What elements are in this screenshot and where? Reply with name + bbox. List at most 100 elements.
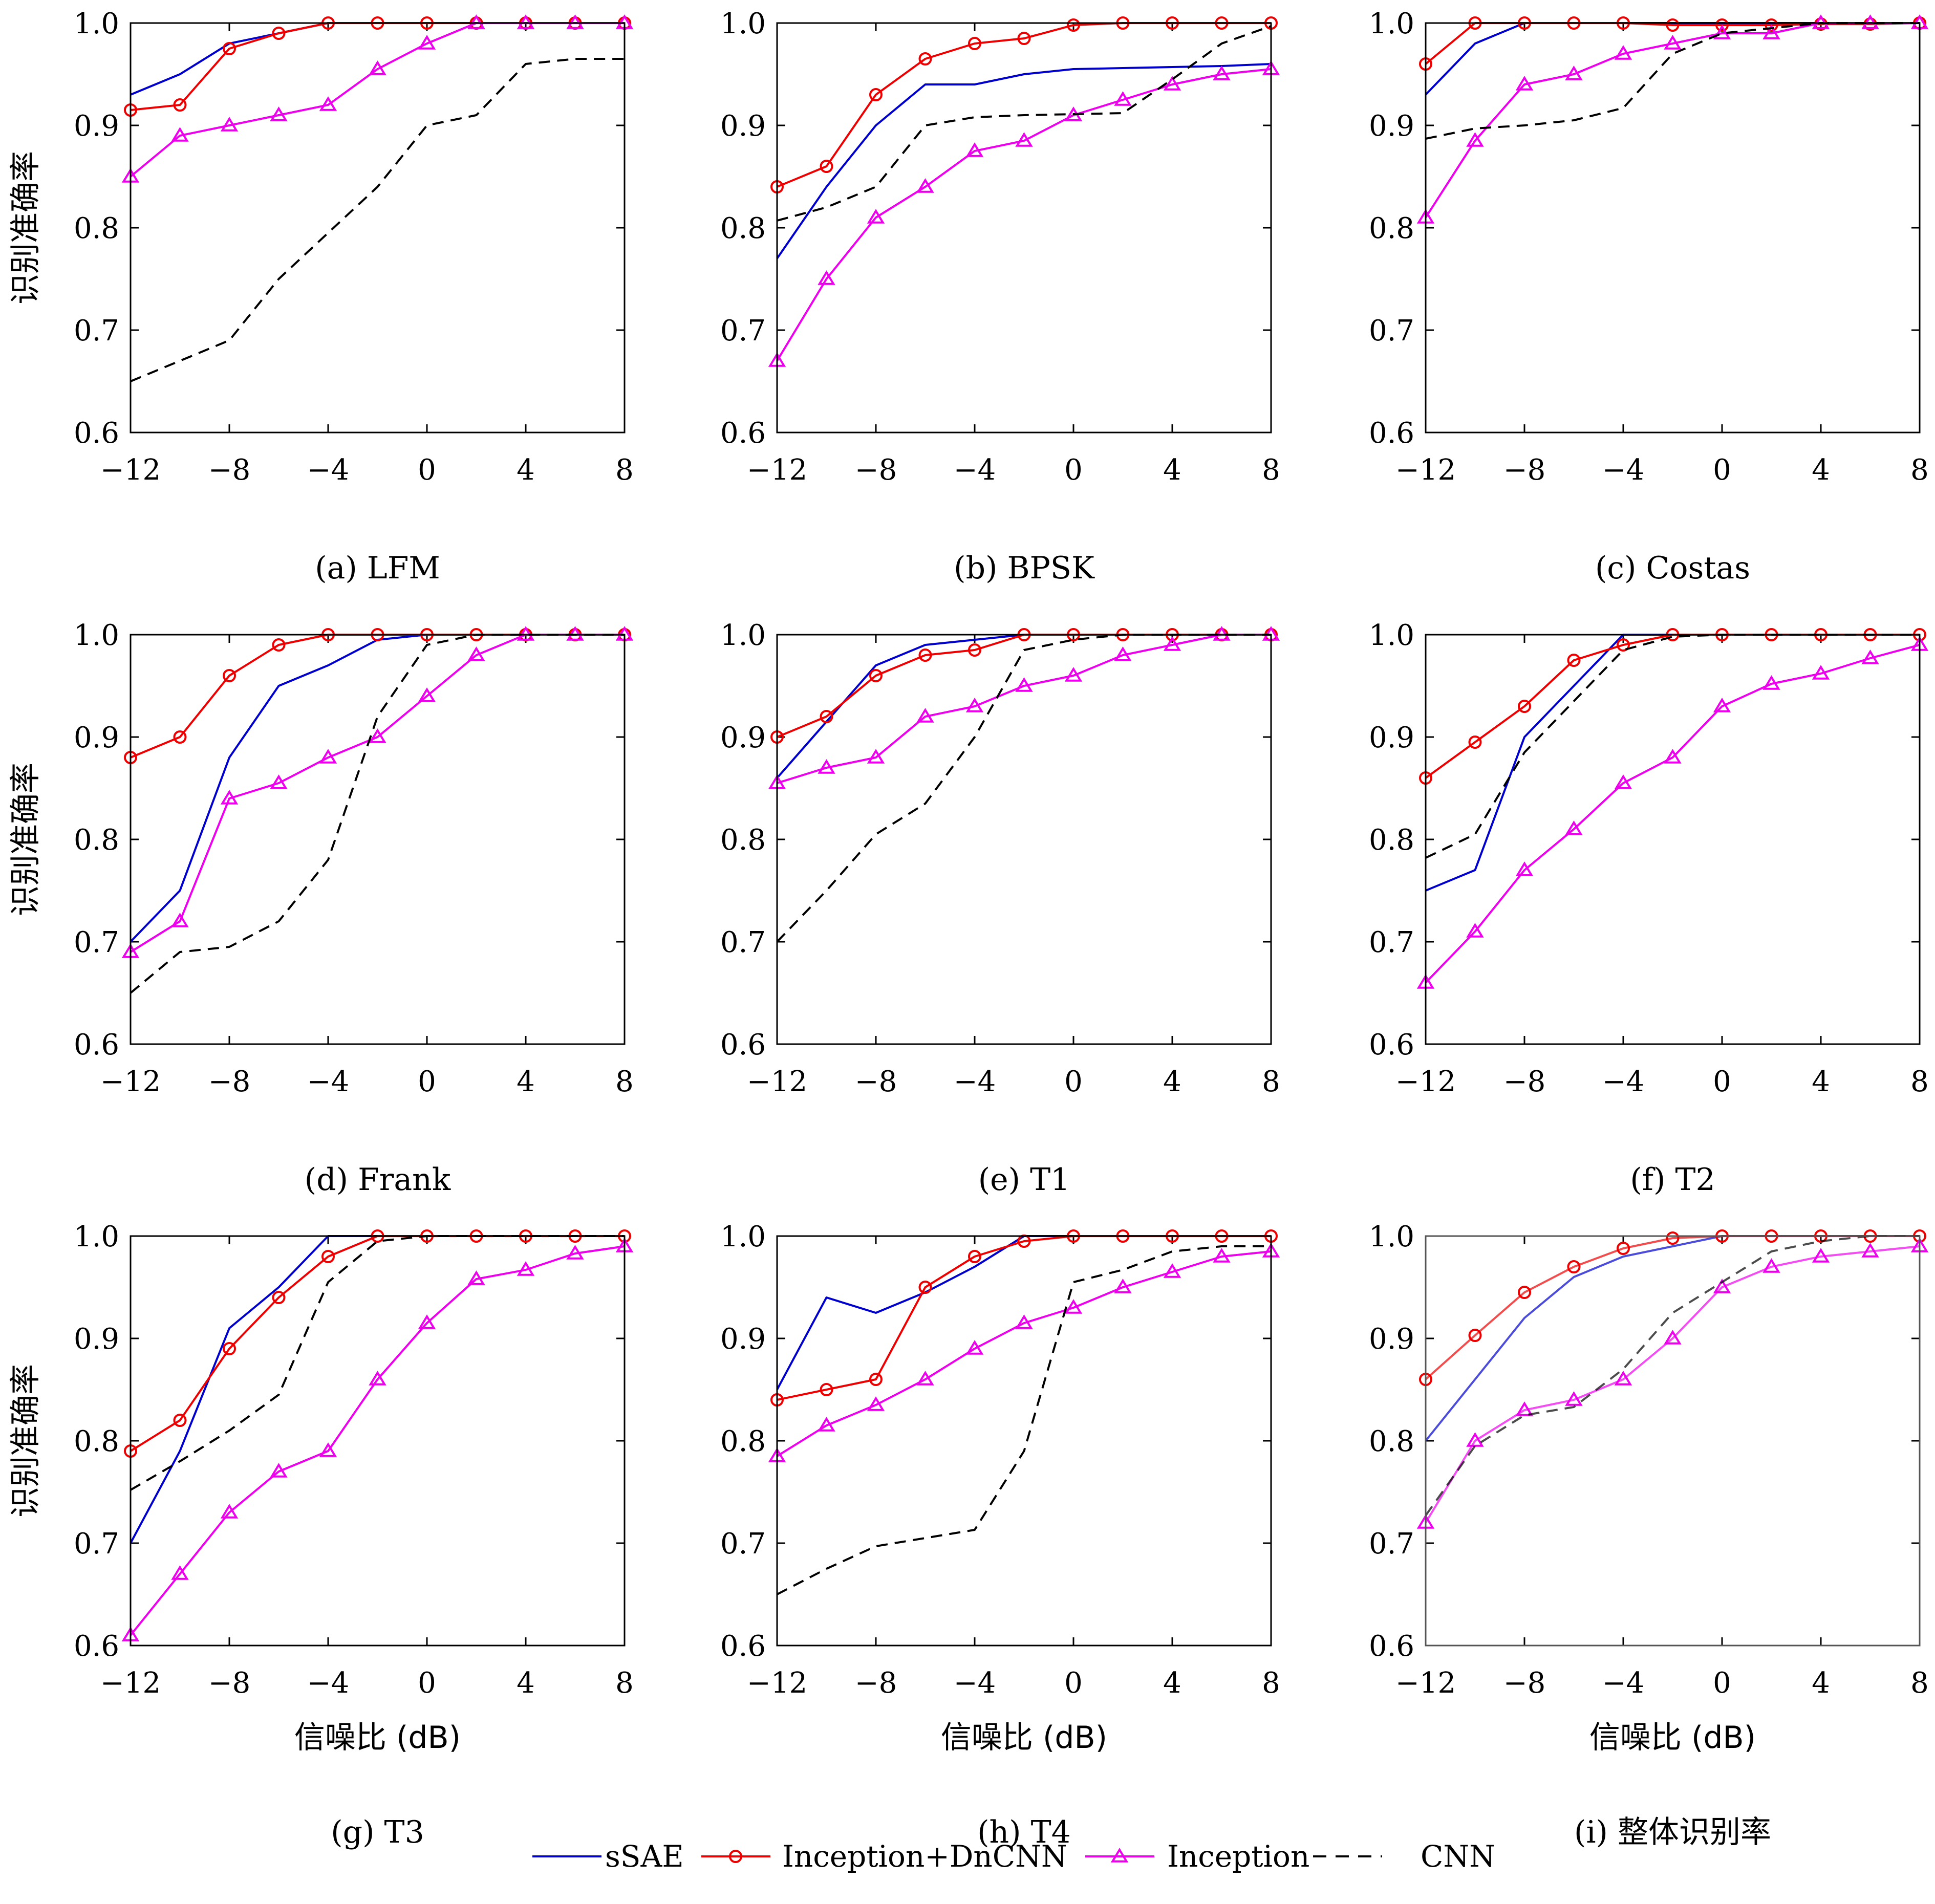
data-point-marker xyxy=(916,1371,934,1386)
data-point-marker xyxy=(1468,1329,1482,1342)
x-tick-label: 8 xyxy=(1910,1667,1929,1700)
series-line-inception xyxy=(1425,1245,1920,1524)
data-point-marker xyxy=(1664,35,1682,50)
data-point-marker xyxy=(418,687,436,702)
y-tick-label: 0.8 xyxy=(74,212,119,245)
data-point-marker xyxy=(1567,654,1581,667)
legend-label: Inception xyxy=(1167,1839,1309,1874)
y-tick-label: 0.9 xyxy=(720,110,766,143)
data-point-marker xyxy=(220,790,239,805)
y-tick-label: 0.6 xyxy=(720,1630,766,1663)
data-point-marker xyxy=(566,1245,584,1260)
data-point-marker xyxy=(1515,1401,1534,1416)
series-line-inception xyxy=(1425,22,1920,219)
x-tick-label: 8 xyxy=(1910,453,1929,487)
data-point-marker xyxy=(1518,700,1531,713)
y-tick-label: 0.6 xyxy=(720,417,766,450)
x-tick-label: −12 xyxy=(100,1065,161,1098)
data-point-marker xyxy=(818,759,835,774)
series-line-cnn xyxy=(777,1245,1271,1595)
chart-panel-5: −12 −8 −4 0 4 8 0.6 0.7 0.8 0.9 1.0 (e) T1 xyxy=(720,619,1280,1198)
y-tick-label: 0.7 xyxy=(1369,926,1414,959)
data-point-marker xyxy=(1567,1260,1581,1273)
legend-marker xyxy=(1110,1848,1129,1863)
data-point-marker xyxy=(1114,646,1132,661)
x-tick-label: 4 xyxy=(517,453,535,487)
y-tick-label: 0.9 xyxy=(1369,110,1414,143)
x-tick-label: 0 xyxy=(418,453,436,487)
x-tick-label: 4 xyxy=(1163,1065,1181,1098)
x-tick-label: −4 xyxy=(1602,1065,1645,1098)
x-tick-label: 4 xyxy=(517,1065,535,1098)
y-tick-label: 0.8 xyxy=(1369,824,1414,857)
data-point-marker xyxy=(818,270,835,285)
x-tick-label: 8 xyxy=(1262,1065,1280,1098)
data-point-marker xyxy=(1114,91,1132,106)
x-tick-label: 0 xyxy=(1064,1667,1083,1700)
data-point-marker xyxy=(467,1270,485,1285)
x-tick-label: 4 xyxy=(1812,1667,1830,1700)
panel-caption: (c) Costas xyxy=(1595,550,1750,586)
data-point-marker xyxy=(517,14,535,29)
plot-frame xyxy=(130,1235,626,1647)
x-tick-label: −4 xyxy=(307,1667,350,1700)
y-tick-label: 0.8 xyxy=(74,824,119,857)
panel-caption: (f) T2 xyxy=(1630,1162,1715,1198)
x-tick-label: −8 xyxy=(1503,1667,1546,1700)
y-tick-label: 0.6 xyxy=(74,1630,119,1663)
y-tick-label: 0.6 xyxy=(1369,1028,1414,1062)
y-tick-label: 1.0 xyxy=(74,619,119,652)
panel-caption: (i) 整体识别率 xyxy=(1574,1814,1771,1850)
series-line-ssae xyxy=(1425,22,1920,96)
y-axis-label: 识别准确率 xyxy=(8,763,44,916)
x-tick-label: 0 xyxy=(418,1667,436,1700)
series-line-inception-dncnn xyxy=(1425,1235,1920,1380)
x-tick-label: 4 xyxy=(1812,453,1830,487)
data-point-marker xyxy=(321,1250,335,1263)
data-point-marker xyxy=(918,648,932,662)
data-point-marker xyxy=(369,60,386,75)
data-point-marker xyxy=(867,749,885,764)
x-tick-label: −12 xyxy=(747,453,807,487)
x-axis-label: 信噪比 (dB) xyxy=(294,1720,461,1756)
legend-label: Inception+DnCNN xyxy=(782,1839,1067,1874)
series-line-inception xyxy=(1425,644,1920,984)
y-tick-label: 0.7 xyxy=(1369,314,1414,348)
data-point-marker xyxy=(1015,132,1033,147)
data-point-marker xyxy=(517,1261,535,1276)
y-tick-label: 0.8 xyxy=(74,1425,119,1458)
data-point-marker xyxy=(171,127,189,142)
data-point-marker xyxy=(319,749,337,764)
data-point-marker xyxy=(1515,861,1534,876)
data-point-marker xyxy=(1614,1371,1632,1386)
data-point-marker xyxy=(867,1396,885,1411)
data-point-marker xyxy=(1664,1330,1682,1345)
y-tick-label: 1.0 xyxy=(720,1220,766,1253)
data-point-marker xyxy=(965,142,984,157)
y-tick-label: 1.0 xyxy=(1369,7,1414,40)
data-point-marker xyxy=(1213,66,1231,80)
chart-panel-6: −12 −8 −4 0 4 8 0.6 0.7 0.8 0.9 1.0 (f) T2 xyxy=(1369,619,1929,1198)
x-tick-label: −12 xyxy=(1395,453,1456,487)
data-point-marker xyxy=(1666,1231,1680,1245)
series-line-inception xyxy=(776,1250,1272,1457)
data-point-marker xyxy=(867,209,885,224)
panel-caption: (a) LFM xyxy=(315,550,440,586)
y-tick-label: 0.8 xyxy=(720,1425,766,1458)
series-line-inception-dncnn xyxy=(130,1235,625,1452)
x-tick-label: −4 xyxy=(1602,1667,1645,1700)
y-tick-label: 0.7 xyxy=(74,314,119,348)
data-point-marker xyxy=(1812,1248,1830,1263)
y-tick-label: 0.8 xyxy=(1369,1425,1414,1458)
data-point-marker xyxy=(1565,1391,1583,1406)
data-point-marker xyxy=(270,1463,288,1478)
series-line-inception-dncnn xyxy=(130,634,625,759)
y-axis-label: 识别准确率 xyxy=(8,1364,44,1518)
x-tick-label: −12 xyxy=(747,1065,807,1098)
x-tick-label: 8 xyxy=(1262,453,1280,487)
x-tick-label: −12 xyxy=(100,453,161,487)
data-point-marker xyxy=(220,117,239,132)
data-point-marker xyxy=(272,1291,286,1304)
data-point-marker xyxy=(223,669,236,682)
